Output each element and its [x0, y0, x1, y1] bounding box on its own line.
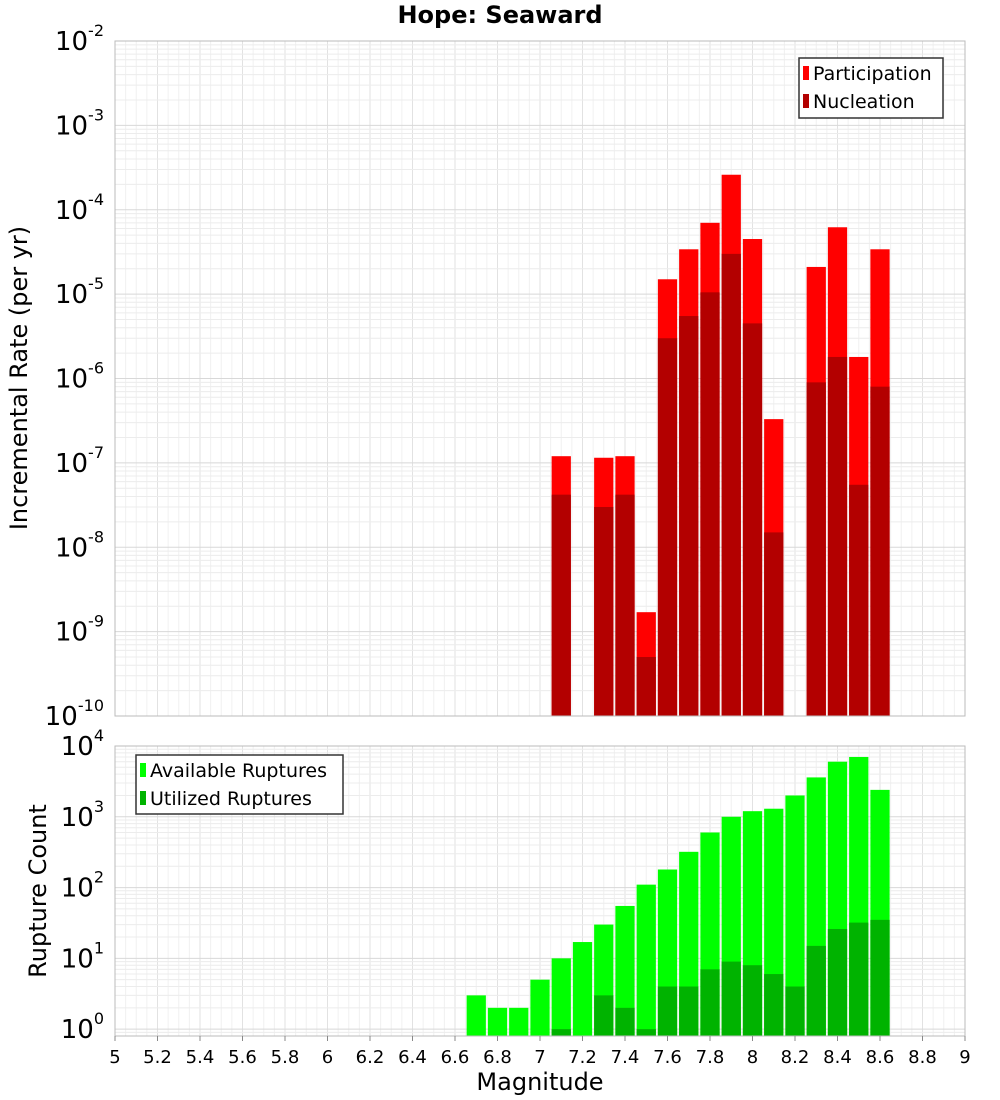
bottom-legend-box: [135, 754, 344, 815]
bottom-bar-available-ruptures-7.1: [551, 958, 571, 1036]
top-bar-nucleation-8: [742, 323, 763, 716]
x-tick-label: 5.6: [228, 1047, 257, 1068]
top-panel-bars: [551, 174, 890, 716]
bottom-bar-available-ruptures-7.2: [572, 942, 593, 1036]
top-y-ticks: 10-2 10-3 10-4 10-5 10-6 10-7 10-8 10-9 10-10: [45, 21, 104, 732]
bottom-bar-utilized-ruptures-8: [742, 965, 763, 1036]
top-y-tick-label: 10-5: [55, 274, 104, 310]
bottom-y-ticks: 104 103 102 101 100: [61, 726, 104, 1045]
legend-swatch-nucleation: [803, 94, 809, 108]
chart-title: Hope: Seaward: [397, 1, 602, 29]
x-tick-label: 6.4: [398, 1047, 427, 1068]
top-bar-nucleation-7.6: [657, 338, 678, 716]
legend-swatch-available: [140, 763, 146, 777]
bottom-bar-utilized-ruptures-8.3: [806, 945, 826, 1036]
legend-label-available: Available Ruptures: [150, 760, 327, 782]
bottom-bar-available-ruptures-6.8: [487, 1007, 508, 1036]
bottom-bar-available-ruptures-7: [530, 979, 550, 1036]
x-tick-label: 6: [322, 1047, 333, 1068]
bottom-bar-utilized-ruptures-7.8: [700, 969, 720, 1036]
bottom-y-tick-label: 100: [61, 1009, 104, 1045]
bottom-bar-utilized-ruptures-8.1: [764, 974, 784, 1036]
bottom-y-tick-label: 104: [61, 726, 104, 762]
top-y-tick-label: 10-6: [55, 359, 104, 395]
bottom-bar-available-ruptures-6.9: [509, 1007, 529, 1036]
bottom-legend: Available Ruptures Utilized Ruptures: [135, 754, 344, 815]
x-tick-label: 6.8: [483, 1047, 512, 1068]
bottom-y-axis-label: Rupture Count: [24, 804, 52, 978]
bottom-bar-utilized-ruptures-8.2: [785, 986, 805, 1036]
x-tick-label: 7.6: [653, 1047, 682, 1068]
bottom-bar-utilized-ruptures-7.3: [594, 995, 614, 1036]
top-y-tick-label: 10-4: [55, 190, 104, 226]
bottom-bar-utilized-ruptures-7.4: [615, 1007, 635, 1036]
top-plot-frame: [114, 40, 966, 717]
bottom-bar-utilized-ruptures-7.7: [679, 986, 699, 1036]
x-tick-label: 7.2: [568, 1047, 597, 1068]
bottom-bar-available-ruptures-7.4: [615, 905, 635, 1036]
top-bar-nucleation-8.3: [806, 382, 826, 716]
legend-swatch-utilized: [140, 791, 146, 805]
top-panel-grid: [114, 41, 966, 717]
x-axis-label: Magnitude: [476, 1068, 603, 1096]
bottom-bar-utilized-ruptures-7.5: [636, 1029, 656, 1036]
top-bar-nucleation-8.5: [849, 484, 869, 716]
top-legend: Participation Nucleation: [798, 57, 944, 119]
bottom-y-tick-label: 103: [61, 797, 104, 833]
top-y-axis-label: Incremental Rate (per yr): [5, 226, 33, 530]
legend-label-utilized: Utilized Ruptures: [150, 788, 312, 810]
top-y-tick-label: 10-9: [55, 612, 104, 648]
top-bar-nucleation-7.4: [615, 494, 635, 716]
bottom-y-tick-label: 102: [61, 868, 104, 904]
x-tick-label: 7.8: [696, 1047, 725, 1068]
top-y-tick-label: 10-2: [55, 21, 104, 57]
top-bar-nucleation-7.3: [594, 506, 614, 716]
top-y-tick-label: 10-8: [55, 527, 104, 563]
x-tick-label: 5.8: [271, 1047, 300, 1068]
top-bar-nucleation-7.1: [551, 494, 571, 716]
x-tick-label: 7.4: [611, 1047, 640, 1068]
bottom-bar-available-ruptures-6.7: [466, 995, 486, 1036]
bottom-bar-utilized-ruptures-7.1: [551, 1029, 571, 1036]
legend-swatch-participation: [803, 66, 809, 80]
top-y-tick-label: 10-7: [55, 443, 104, 479]
top-bar-nucleation-8.1: [764, 532, 784, 716]
top-bar-nucleation-8.4: [827, 356, 848, 716]
top-legend-box: [798, 57, 944, 119]
x-tick-label: 9: [959, 1047, 970, 1068]
x-tick-label: 5.4: [186, 1047, 215, 1068]
x-tick-label: 7: [534, 1047, 545, 1068]
top-y-tick-label: 10-3: [55, 105, 104, 141]
x-tick-label: 6.6: [441, 1047, 470, 1068]
top-bar-nucleation-7.9: [721, 253, 741, 716]
bottom-bar-available-ruptures-8.2: [785, 795, 805, 1036]
x-tick-label: 5.2: [143, 1047, 172, 1068]
x-tick-label: 8.8: [908, 1047, 937, 1068]
bottom-bar-utilized-ruptures-7.9: [721, 961, 741, 1036]
bottom-panel-bars: [466, 756, 890, 1036]
bottom-bar-utilized-ruptures-8.6: [870, 919, 890, 1036]
top-bar-nucleation-7.5: [636, 657, 656, 716]
top-bar-nucleation-8.6: [870, 386, 890, 716]
x-tick-label: 8: [747, 1047, 758, 1068]
x-tick-label: 6.2: [356, 1047, 385, 1068]
bottom-y-tick-label: 101: [61, 938, 104, 974]
x-ticks: 5 5.2 5.4 5.6 5.8 6 6.2 6.4 6.6 6.8 7 7.2 7.4 7.6 7.8 8…: [109, 1036, 971, 1068]
top-bar-nucleation-7.8: [700, 292, 720, 716]
x-tick-label: 8.4: [823, 1047, 852, 1068]
top-y-tick-label: 10-10: [45, 696, 104, 732]
bottom-bar-available-ruptures-7.5: [636, 884, 656, 1036]
legend-label-participation: Participation: [813, 63, 932, 85]
bottom-bar-utilized-ruptures-8.4: [827, 928, 848, 1036]
bottom-bar-utilized-ruptures-7.6: [657, 986, 678, 1036]
x-tick-label: 8.2: [781, 1047, 810, 1068]
legend-label-nucleation: Nucleation: [813, 91, 915, 113]
top-bar-nucleation-7.7: [679, 316, 699, 716]
x-tick-label: 8.6: [866, 1047, 895, 1068]
x-tick-label: 5: [109, 1047, 120, 1068]
bottom-bar-utilized-ruptures-8.5: [849, 922, 869, 1036]
